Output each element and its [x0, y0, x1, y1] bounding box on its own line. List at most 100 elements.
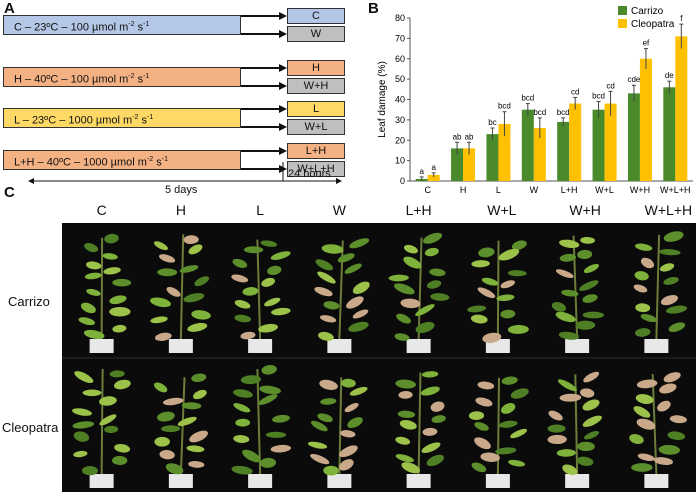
plant-photo — [150, 234, 211, 353]
plant-photo — [78, 233, 132, 353]
plant-leaf — [629, 434, 644, 445]
plant-leaf — [665, 305, 688, 314]
plant-leaf — [474, 437, 491, 450]
plant-leaf — [635, 394, 654, 404]
plant-leaf — [559, 253, 577, 262]
plant-photo — [231, 364, 292, 488]
panel-b-label: B — [368, 0, 379, 17]
plant-leaf — [481, 277, 499, 286]
plant-leaf — [510, 428, 528, 439]
plant-leaf — [429, 268, 446, 277]
plant-leaf — [471, 260, 490, 268]
plant-leaf — [395, 436, 411, 445]
plant-leaf — [81, 466, 99, 476]
plant-leaf — [154, 436, 170, 447]
timeline-arrow-left — [28, 178, 34, 184]
significance-letter: ab — [465, 132, 474, 141]
plant-leaf — [347, 417, 363, 429]
significance-letter: f — [680, 14, 683, 23]
condition-box: L+H – 40ºC – 1000 µmol m-2 s-1 — [3, 150, 241, 170]
plant-leaf — [500, 280, 516, 289]
plant-leaf — [478, 247, 495, 258]
plant-leaf — [430, 293, 450, 301]
plant-leaf — [349, 238, 370, 249]
significance-letter: bc — [488, 118, 496, 127]
plant-leaf — [112, 324, 127, 333]
plant-leaf — [234, 300, 251, 309]
plant-leaf — [420, 386, 440, 396]
plant-leaf — [157, 268, 178, 277]
plant-stem — [338, 377, 343, 475]
plant-pot — [644, 339, 669, 353]
legend-label: Cleopatra — [631, 19, 675, 30]
plant-leaf — [352, 309, 369, 319]
plant-leaf — [498, 248, 520, 261]
x-tick-label: C — [424, 185, 431, 195]
plant-stem — [572, 235, 579, 340]
plant-pot — [406, 339, 431, 353]
plant-pot — [168, 339, 193, 353]
plant-leaf — [511, 240, 527, 250]
bar-cleopatra — [569, 103, 582, 181]
plant-pot — [248, 339, 273, 353]
plant-leaf — [559, 393, 582, 402]
plant-leaf — [181, 402, 202, 410]
plant-leaf — [403, 256, 422, 269]
y-tick-label: 10 — [395, 156, 405, 166]
plant-leaf — [659, 263, 675, 272]
plant-leaf — [669, 415, 687, 424]
plant-stem — [417, 237, 423, 340]
legend-swatch — [618, 6, 627, 15]
plant-leaf — [240, 331, 256, 340]
plant-pot — [485, 474, 510, 488]
plant-leaf — [663, 276, 679, 285]
outcome-box: C — [287, 8, 345, 24]
plant-stem — [417, 372, 422, 475]
bar-carrizo — [557, 121, 570, 181]
plant-leaf — [470, 314, 488, 324]
plant-leaf — [258, 323, 278, 333]
bar-cleopatra — [533, 128, 546, 181]
plant-leaf — [394, 333, 410, 341]
plant-leaf — [231, 274, 249, 283]
plant-leaf — [337, 253, 355, 263]
plant-stem — [179, 234, 185, 340]
plant-leaf — [582, 399, 600, 411]
plant-leaf — [73, 431, 90, 442]
plant-pot — [327, 474, 352, 488]
plant-leaf — [659, 383, 677, 394]
y-tick-label: 20 — [395, 135, 405, 145]
y-tick-label: 70 — [395, 33, 405, 43]
bar-cleopatra — [675, 36, 688, 182]
plant-leaf — [547, 424, 566, 433]
y-tick-label: 0 — [400, 176, 405, 186]
plant-photo — [388, 232, 450, 353]
x-tick-label: H — [460, 185, 467, 195]
plant-leaf — [631, 463, 653, 472]
duration-hours: 24 hours — [288, 168, 331, 180]
plant-leaf — [267, 265, 282, 276]
leaf-damage-bar-chart: 0 10 20 30 40 50 60 70 80 Leaf damage (%) Ca a Hab ab… — [377, 6, 693, 195]
plant-leaf — [663, 372, 681, 383]
plant-leaf — [162, 397, 184, 406]
plant-leaf — [633, 406, 651, 418]
arrow-head — [279, 30, 287, 38]
plant-leaf — [344, 402, 359, 413]
plant-leaf — [270, 251, 291, 260]
plant-photo — [551, 235, 605, 353]
plant-leaf — [233, 403, 251, 413]
plant-leaf — [582, 294, 598, 303]
outcome-box: W+L — [287, 119, 345, 135]
significance-letter: bcd — [521, 94, 534, 103]
plant-leaf — [80, 302, 96, 314]
plant-leaf — [161, 425, 181, 433]
plant-leaf — [240, 375, 261, 385]
x-tick-label: L+H — [561, 185, 578, 195]
significance-letter: cde — [627, 75, 640, 84]
column-header: H — [175, 202, 186, 218]
plant-photo — [72, 368, 131, 488]
significance-letter: bcd — [592, 92, 605, 101]
plant-leaf — [395, 379, 416, 389]
plant-leaf — [150, 297, 171, 308]
plant-leaf — [555, 311, 576, 323]
